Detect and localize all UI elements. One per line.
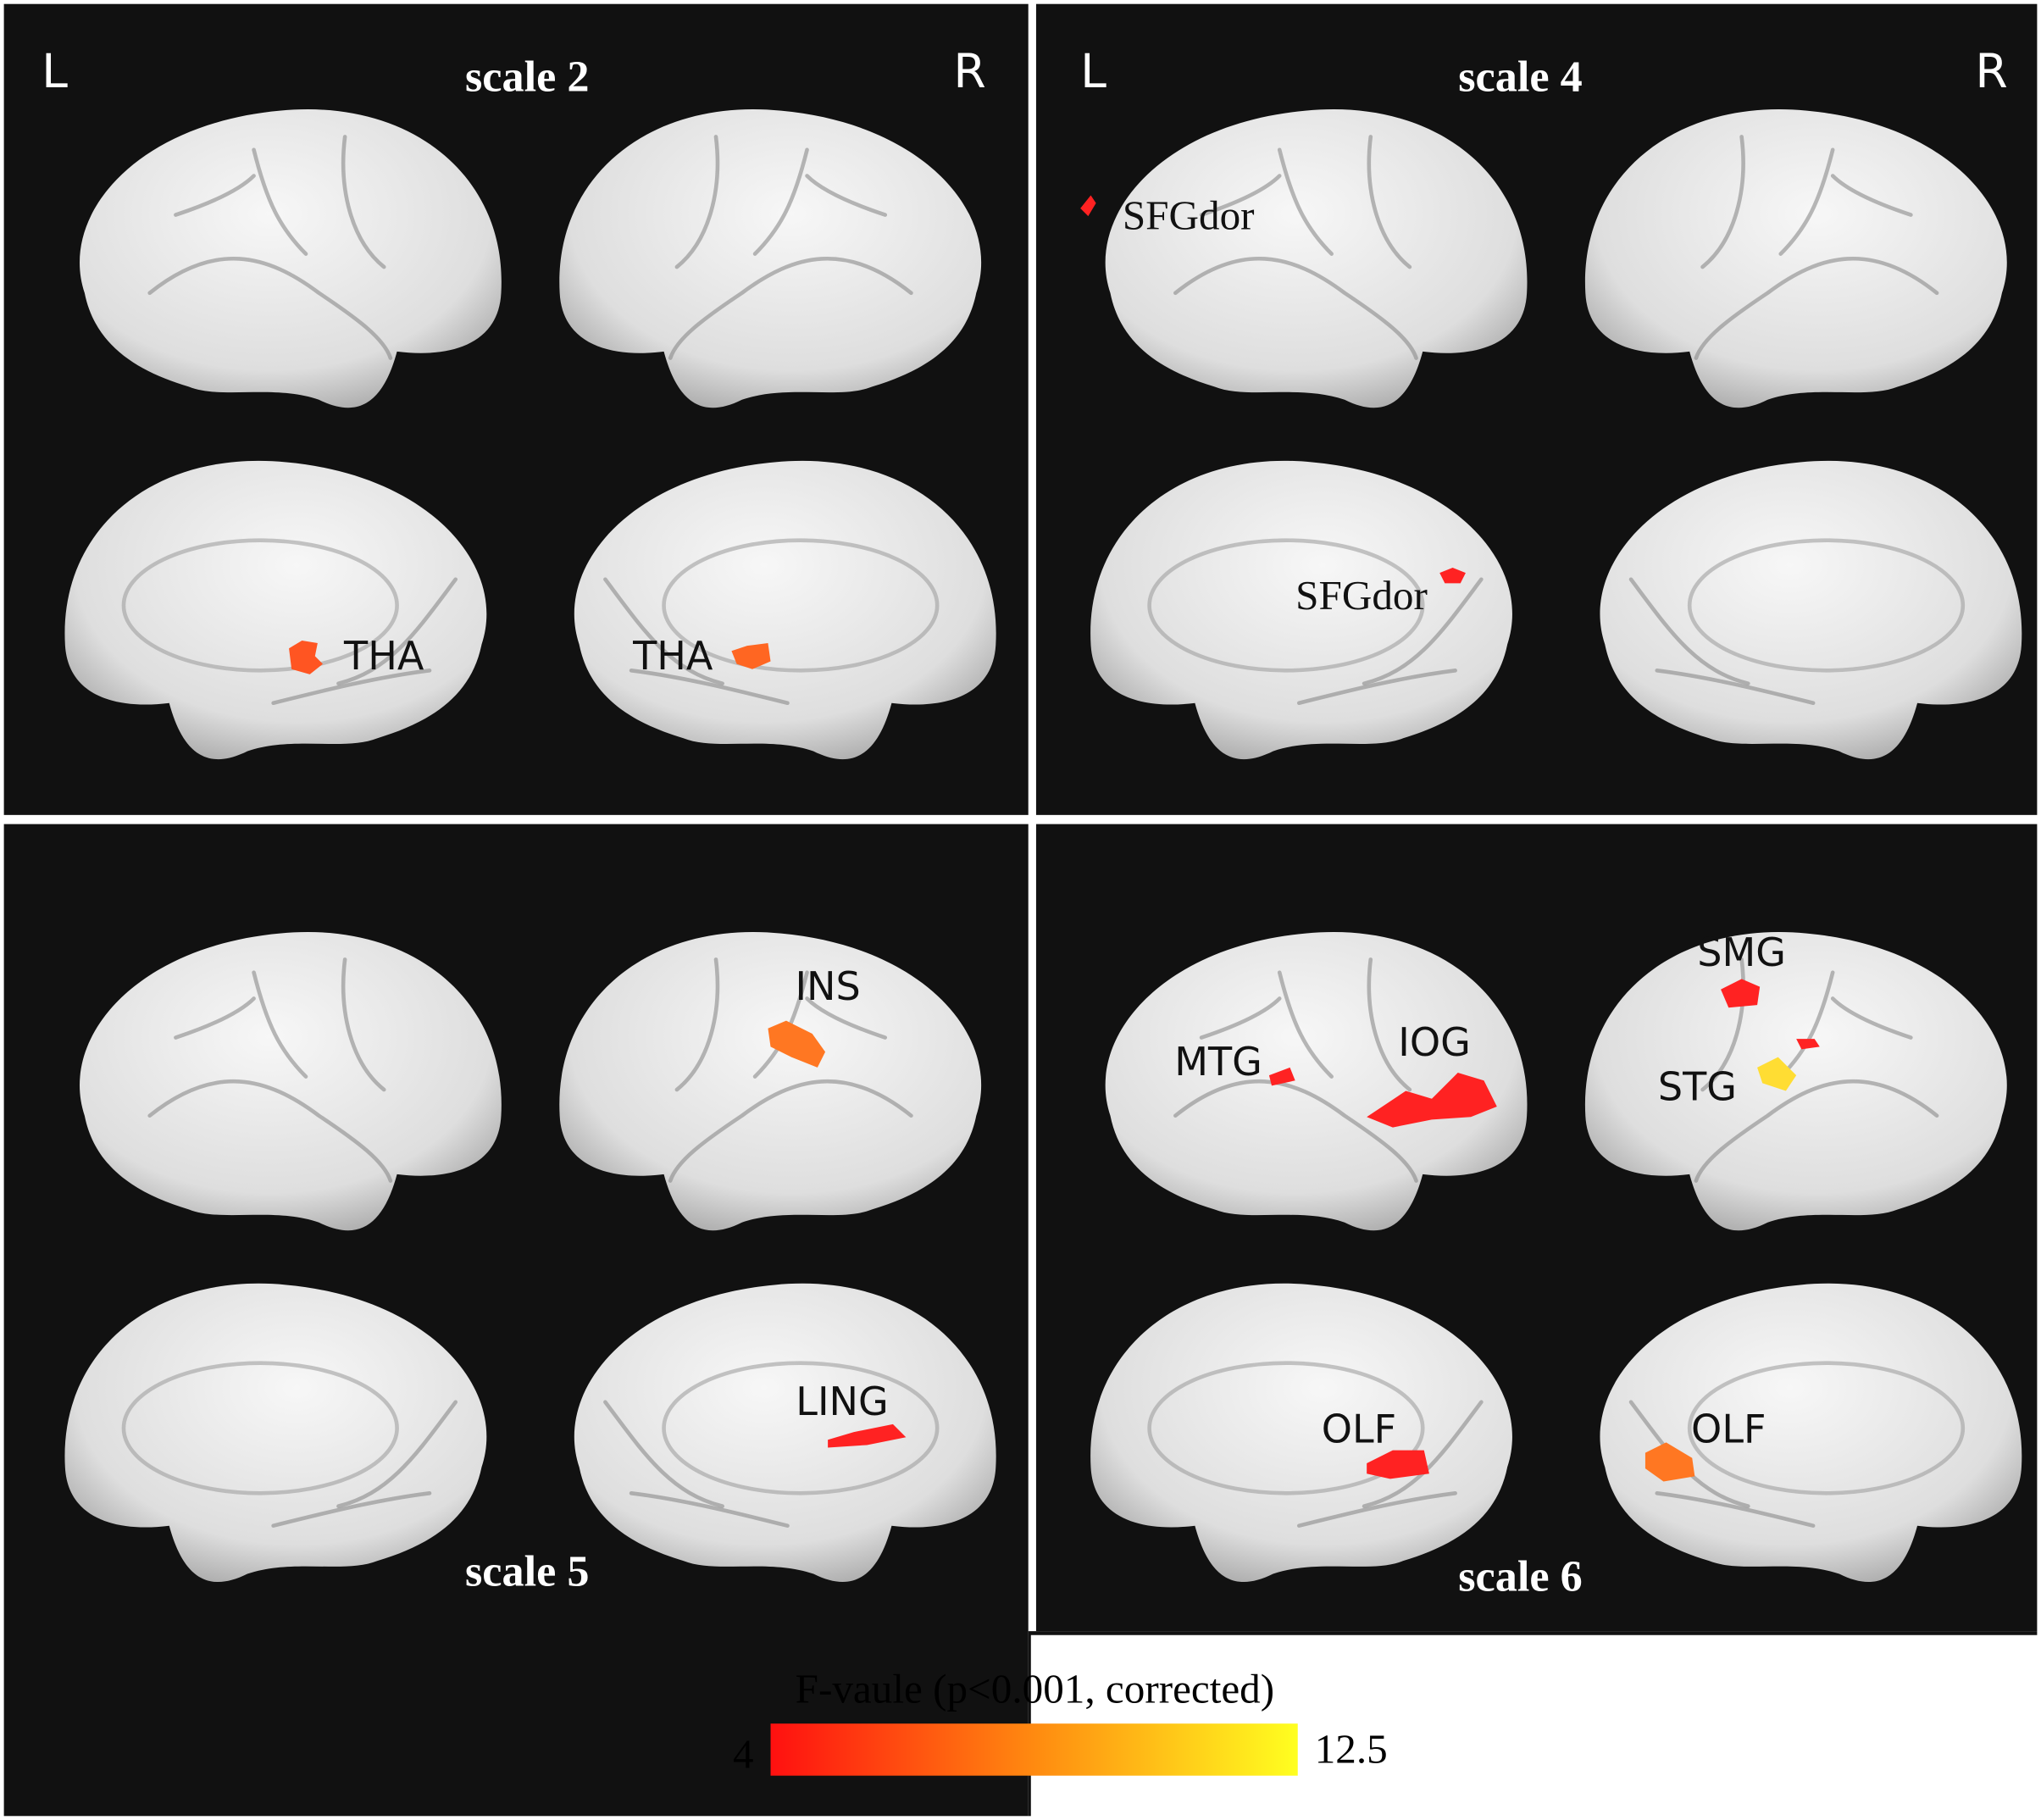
region-label: MTG — [1174, 1039, 1262, 1085]
panel-title: scale 6 — [1458, 1552, 1582, 1601]
colorbar-title: F-vaule (p<0.001, corrected) — [796, 1666, 1275, 1712]
colorbar-min: 4 — [733, 1730, 754, 1777]
region-label: OLF — [1691, 1406, 1766, 1451]
region-label: IOG — [1398, 1019, 1471, 1065]
activations — [289, 195, 1820, 1482]
panel-title: scale 4 — [1458, 53, 1582, 102]
region-label: LING — [796, 1379, 888, 1424]
panel-title: scale 2 — [465, 53, 589, 102]
region-label: STG — [1658, 1063, 1737, 1109]
hemisphere-label: L — [1080, 45, 1106, 99]
region-label: INS — [795, 963, 860, 1009]
region-label: THA — [632, 633, 713, 679]
hemisphere-label: R — [953, 45, 985, 99]
region-label: SMG — [1697, 929, 1786, 975]
region-label: SFGdor — [1123, 191, 1255, 238]
hemisphere-label: R — [1975, 45, 2007, 99]
hemisphere-label: L — [42, 45, 68, 99]
colorbar — [770, 1723, 1298, 1776]
panel-title: scale 5 — [465, 1546, 589, 1595]
region-label: THA — [343, 633, 424, 679]
colorbar-max: 12.5 — [1315, 1725, 1388, 1772]
region-label: OLF — [1322, 1406, 1396, 1451]
region-label: SFGdor — [1295, 572, 1428, 619]
